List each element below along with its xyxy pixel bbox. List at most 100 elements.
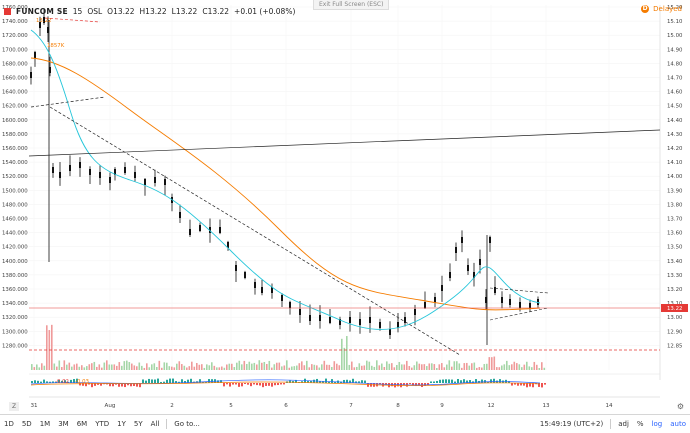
volume-bar (53, 363, 56, 370)
clock[interactable]: 15:49:19 (UTC+2) (539, 419, 604, 428)
volume-bar (108, 364, 111, 370)
macd-histogram-bar (247, 383, 249, 385)
volume-bar (313, 364, 316, 370)
right-axis-tick: 15.10 (667, 19, 683, 25)
range-all[interactable]: All (150, 419, 160, 428)
exit-fullscreen-button[interactable]: Exit Full Screen (ESC) (313, 0, 390, 10)
range-1y[interactable]: 1Y (117, 419, 126, 428)
volume-bar (278, 362, 281, 370)
left-axis-tick: 1420.000 (2, 245, 28, 251)
volume-bar (453, 361, 456, 370)
signal-line (30, 381, 541, 387)
time-axis-tick: 7 (349, 403, 353, 409)
volume-bar (458, 363, 461, 370)
candle-body (271, 287, 273, 293)
goto-button[interactable]: Go to... (174, 419, 200, 428)
volume-bar (296, 365, 298, 370)
volume-bar (116, 365, 118, 370)
macd-histogram-bar (331, 379, 333, 383)
volume-bars (29, 324, 660, 370)
volume-bar (158, 360, 161, 370)
gear-icon[interactable]: ⚙ (676, 402, 684, 411)
candle-body (114, 169, 116, 175)
macd-histogram-bar (520, 383, 522, 386)
delayed-indicator[interactable]: D Delayed (641, 5, 682, 13)
volume-bar (326, 364, 328, 370)
volume-bar (418, 363, 421, 370)
macd-histogram-bar (184, 381, 186, 383)
volume-bar (451, 366, 453, 370)
candle-body (30, 72, 32, 78)
candle-body (537, 299, 539, 305)
candle-body (299, 309, 301, 315)
volume-bar (396, 364, 398, 370)
toolbar-divider (610, 418, 612, 429)
candle-body (124, 167, 126, 173)
ma-fast-line (30, 29, 541, 330)
macd-histogram-bar (511, 383, 513, 386)
signal-value: -0.03 (75, 379, 89, 385)
volume-bar (243, 360, 246, 370)
left-axis-tick: 1680.000 (2, 61, 28, 67)
volume-bar (321, 364, 323, 370)
percent-toggle[interactable]: % (636, 419, 644, 428)
zoom-button[interactable]: Z (9, 402, 19, 411)
macd-histogram-bar (94, 383, 96, 386)
candle-body (164, 179, 166, 185)
top-price-label: 13.22 (36, 18, 51, 24)
volume-bar (363, 365, 366, 370)
volume-bar (113, 364, 116, 370)
candle-body (69, 165, 71, 171)
range-ytd[interactable]: YTD (95, 419, 110, 428)
auto-toggle[interactable]: auto (670, 419, 686, 428)
macd-histogram-bar (430, 381, 432, 383)
log-toggle[interactable]: log (651, 419, 663, 428)
candle-body (235, 265, 237, 271)
range-6m[interactable]: 6M (76, 419, 88, 428)
macd-histogram-bar (160, 381, 162, 383)
macd-value: -0.02 (55, 379, 69, 385)
volume-bar (233, 367, 236, 370)
volume-bar (298, 363, 301, 370)
volume-bar (58, 360, 61, 370)
volume-bar (376, 360, 378, 370)
candle-body (414, 309, 416, 315)
volume-bar (131, 363, 133, 370)
volume-bar (101, 367, 103, 370)
macd-histogram-bar (400, 383, 402, 388)
right-axis-tick: 13.80 (667, 202, 683, 208)
left-axis-tick: 1440.000 (2, 231, 28, 237)
volume-bar (503, 364, 506, 370)
volume-bar (256, 364, 258, 370)
time-axis-tick: 6 (284, 403, 288, 409)
macd-histogram-bar (187, 379, 189, 383)
range-5d[interactable]: 5D (21, 419, 32, 428)
volume-bar (303, 365, 306, 370)
macd-histogram-bar (439, 379, 441, 383)
range-5y[interactable]: 5Y (133, 419, 143, 428)
range-3m[interactable]: 3M (58, 419, 69, 428)
macd-histogram-bar (166, 379, 168, 383)
candle-body (89, 169, 91, 175)
volume-bar (461, 367, 463, 370)
macd-histogram-bar (37, 380, 39, 383)
adj-toggle[interactable]: adj (618, 419, 629, 428)
volume-bar (153, 363, 156, 370)
bottom-toolbar: 1D 5D 1M 3M 6M YTD 1Y 5Y All Go to... 15… (0, 414, 690, 432)
right-axis-tick: 13.00 (667, 315, 683, 321)
symbol-name[interactable]: FUNCOM SE (16, 6, 68, 16)
delayed-label: Delayed (653, 5, 682, 13)
volume-bar (331, 366, 333, 370)
volume-bar (353, 367, 356, 370)
macd-histogram-bar (313, 379, 315, 383)
volume-bar (138, 362, 141, 370)
plot-background (29, 5, 660, 370)
volume-bar (446, 364, 448, 370)
range-1m[interactable]: 1M (39, 419, 51, 428)
interval[interactable]: 15 (72, 6, 83, 16)
symbol-logo-icon (4, 7, 11, 15)
range-1d[interactable]: 1D (4, 419, 14, 428)
macd-histogram-bar (49, 381, 51, 383)
macd-histogram-bar (457, 379, 459, 383)
